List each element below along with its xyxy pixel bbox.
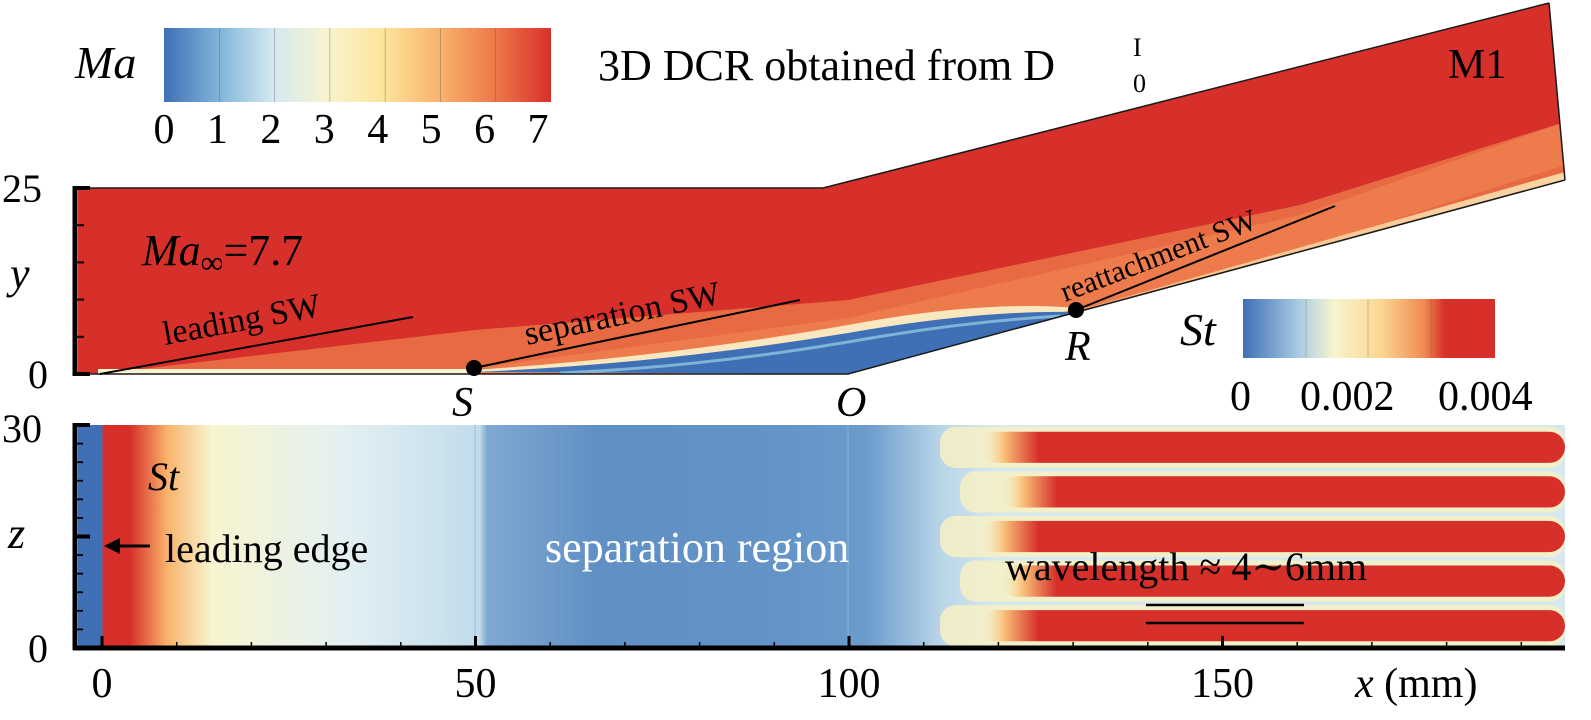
freestream-ma: Ma [141, 226, 201, 275]
x-tick-label: 50 [455, 661, 497, 707]
ma-tick-label: 0 [154, 107, 175, 153]
st-tick-label-0002: 0.002 [1300, 374, 1395, 420]
point-s-label: S [452, 380, 473, 426]
point-s-marker [466, 360, 482, 376]
reattachment-shock-line [1075, 205, 1336, 311]
st-field-label: St [148, 454, 180, 499]
colorbar-st-bar [1243, 299, 1495, 358]
title-subscript: 0 [1133, 69, 1146, 98]
colorbar-st: St 0 0.002 0.004 [1180, 299, 1533, 420]
point-r-marker [1068, 302, 1084, 318]
heat-streak [980, 610, 1565, 642]
separation-bubble [475, 311, 1075, 374]
y-axis-ticks [75, 186, 90, 376]
ma-tick-label: 5 [421, 107, 442, 153]
ma-tick-label: 3 [314, 107, 335, 153]
x-axis-label-unit: (mm) [1374, 661, 1478, 707]
x-axis-label-var: x [1354, 661, 1374, 707]
leading-shock-line [99, 316, 414, 375]
arrow-left-icon [104, 538, 120, 554]
title-text: 3D DCR obtained from D [598, 41, 1055, 90]
ma-tick-label: 4 [367, 107, 388, 153]
ma-tick-label: 6 [474, 107, 495, 153]
x-tick-label: 0 [92, 661, 113, 707]
colorbar-ma-label: Ma [74, 37, 136, 88]
ma-tick-label: 7 [528, 107, 549, 153]
ma-tick-label: 1 [207, 107, 228, 153]
y-tick-label-25: 25 [2, 166, 42, 211]
z-axis-ticks [75, 423, 90, 650]
freestream-value: =7.7 [223, 226, 303, 275]
x-axis-ticks [100, 636, 1523, 648]
y-tick-label-0: 0 [28, 352, 48, 397]
heat-streak [1000, 476, 1565, 508]
title-superscript: I [1133, 33, 1142, 62]
ma-tick-label: 2 [260, 107, 281, 153]
point-o-label: O [836, 380, 866, 426]
x-tick-labels: 0 50 100 150 [92, 661, 1255, 707]
x-tick-label: 150 [1191, 661, 1254, 707]
point-r-label: R [1064, 324, 1091, 370]
heat-streak [1000, 565, 1565, 597]
freestream-sub: ∞ [201, 244, 224, 280]
x-tick-label: 100 [818, 661, 881, 707]
case-label: M1 [1448, 42, 1506, 88]
heat-streak [980, 520, 1565, 553]
leading-edge-label: leading edge [165, 526, 368, 571]
separation-region-label: separation region [545, 523, 849, 572]
separation-shock-line [473, 299, 801, 369]
colorbar-st-ticks [1305, 299, 1432, 358]
z-tick-label-0: 0 [28, 626, 48, 671]
svg-text:x (mm): x (mm) [1354, 661, 1477, 707]
heat-streaks [474, 425, 1565, 648]
z-tick-label-30: 30 [2, 406, 42, 451]
st-tick-label-0004: 0.004 [1438, 374, 1533, 420]
heat-streak [980, 431, 1565, 463]
colorbar-ma-bar [164, 28, 551, 102]
st-tick-label-0: 0 [1230, 374, 1251, 420]
wavelength-label: wavelength ≈ 4∼6mm [1005, 544, 1367, 589]
st-contour-panel: 30 0 z 0 50 100 150 x (mm) St leading edge … [2, 406, 1565, 707]
svg-text:Ma∞=7.7: Ma∞=7.7 [141, 226, 303, 280]
colorbar-st-label: St [1180, 304, 1217, 355]
y-axis-label: y [6, 249, 30, 298]
figure-title: 3D DCR obtained from D I 0 [598, 33, 1146, 98]
z-axis-label: z [7, 509, 25, 558]
svg-text:3D DCR obtained from D: 3D DCR obtained from D [598, 41, 1055, 90]
